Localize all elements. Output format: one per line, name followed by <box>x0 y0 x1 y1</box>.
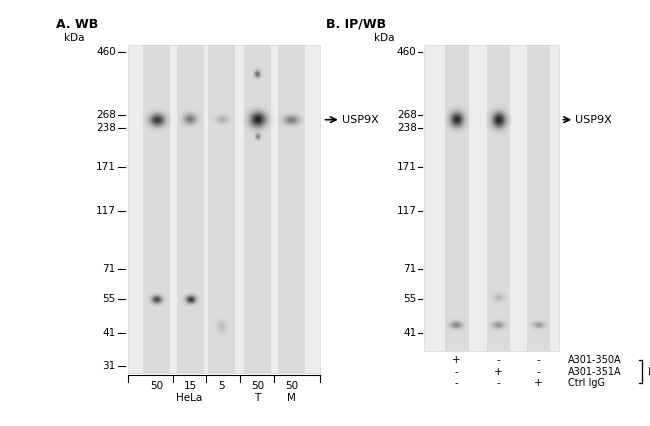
Text: 55: 55 <box>103 294 116 304</box>
Text: HeLa: HeLa <box>176 394 202 403</box>
Text: USP9X: USP9X <box>342 115 378 125</box>
Text: 460: 460 <box>397 46 417 57</box>
Text: A. WB: A. WB <box>56 17 98 31</box>
Text: 50: 50 <box>251 381 264 391</box>
Text: 71: 71 <box>404 265 417 274</box>
Text: A301-350A: A301-350A <box>567 355 621 365</box>
Text: kDa: kDa <box>64 33 84 43</box>
Text: +: + <box>494 367 503 377</box>
Text: 71: 71 <box>103 265 116 274</box>
Text: A301-351A: A301-351A <box>567 367 621 377</box>
Text: M: M <box>287 394 296 403</box>
Text: -: - <box>497 378 500 388</box>
Bar <box>209 45 235 373</box>
Text: +: + <box>534 378 543 388</box>
Bar <box>445 45 469 351</box>
Text: 460: 460 <box>96 46 116 57</box>
Text: kDa: kDa <box>374 33 395 43</box>
Text: 117: 117 <box>396 206 417 216</box>
Bar <box>526 45 551 351</box>
Text: -: - <box>537 367 540 377</box>
Text: 31: 31 <box>103 361 116 371</box>
Text: 50: 50 <box>150 381 163 391</box>
Text: 171: 171 <box>96 162 116 172</box>
Text: 238: 238 <box>396 124 417 133</box>
Text: B. IP/WB: B. IP/WB <box>326 17 385 31</box>
Text: -: - <box>455 367 458 377</box>
Text: 41: 41 <box>404 328 417 338</box>
Text: 171: 171 <box>396 162 417 172</box>
Text: T: T <box>255 394 261 403</box>
Bar <box>128 45 320 373</box>
Text: 117: 117 <box>96 206 116 216</box>
Text: 55: 55 <box>404 294 417 304</box>
Text: -: - <box>497 355 500 365</box>
Bar <box>424 45 558 351</box>
Text: USP9X: USP9X <box>575 115 612 125</box>
Text: IP: IP <box>648 367 650 377</box>
Bar <box>177 45 203 373</box>
Text: -: - <box>455 378 458 388</box>
Text: +: + <box>452 355 461 365</box>
Text: 268: 268 <box>396 109 417 120</box>
Bar <box>144 45 170 373</box>
Bar <box>244 45 271 373</box>
Text: 15: 15 <box>184 381 197 391</box>
Text: 238: 238 <box>96 124 116 133</box>
Text: 41: 41 <box>103 328 116 338</box>
Bar <box>487 45 510 351</box>
Text: 5: 5 <box>218 381 225 391</box>
Text: Ctrl IgG: Ctrl IgG <box>567 378 605 388</box>
Text: -: - <box>537 355 540 365</box>
Text: 50: 50 <box>285 381 298 391</box>
Bar <box>278 45 305 373</box>
Text: 268: 268 <box>96 109 116 120</box>
